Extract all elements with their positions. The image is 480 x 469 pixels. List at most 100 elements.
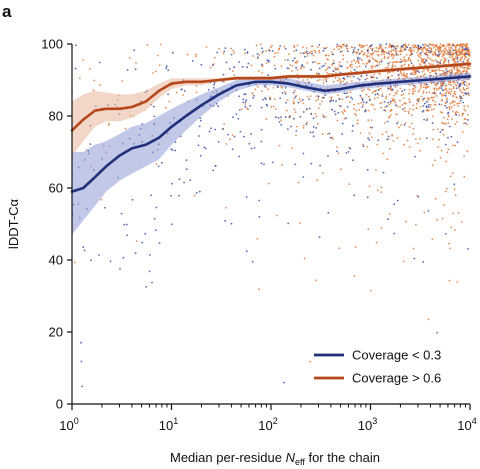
scatter-point xyxy=(199,117,202,119)
scatter-point xyxy=(455,52,457,55)
scatter-point xyxy=(423,211,426,214)
scatter-point xyxy=(99,84,101,86)
scatter-point xyxy=(195,53,198,56)
scatter-point xyxy=(467,47,470,49)
scatter-point xyxy=(405,102,407,105)
scatter-point xyxy=(260,162,263,165)
scatter-point xyxy=(412,127,415,130)
scatter-point xyxy=(390,108,393,111)
scatter-point xyxy=(92,89,95,92)
scatter-point xyxy=(199,154,202,157)
scatter-point xyxy=(386,158,389,161)
scatter-point xyxy=(369,126,372,129)
scatter-point xyxy=(222,127,224,130)
scatter-point xyxy=(454,83,457,86)
scatter-point xyxy=(305,123,308,126)
scatter-point xyxy=(295,49,298,52)
scatter-point xyxy=(269,46,272,49)
scatter-point xyxy=(465,81,467,83)
scatter-point xyxy=(368,139,371,141)
scatter-point xyxy=(445,160,447,163)
scatter-point xyxy=(324,69,327,72)
scatter-point xyxy=(232,116,234,119)
scatter-point xyxy=(350,60,353,63)
scatter-point xyxy=(356,119,359,122)
scatter-point xyxy=(395,53,398,56)
scatter-point xyxy=(278,121,281,123)
scatter-point xyxy=(288,53,290,55)
scatter-point xyxy=(411,88,414,90)
scatter-point xyxy=(217,141,220,143)
scatter-point xyxy=(295,62,298,64)
scatter-point xyxy=(319,103,321,105)
scatter-point xyxy=(233,135,236,138)
scatter-point xyxy=(377,54,380,57)
scatter-point xyxy=(365,101,368,104)
scatter-point xyxy=(381,95,384,97)
scatter-point xyxy=(403,63,406,66)
scatter-point xyxy=(454,123,457,125)
scatter-point xyxy=(334,66,336,69)
scatter-point xyxy=(462,94,465,97)
scatter-point xyxy=(434,50,437,53)
scatter-point xyxy=(396,61,398,64)
scatter-point xyxy=(442,70,445,73)
scatter-point xyxy=(283,45,286,48)
scatter-point xyxy=(431,99,434,102)
scatter-point xyxy=(466,119,469,121)
scatter-point xyxy=(164,106,167,109)
scatter-point xyxy=(460,83,463,85)
scatter-point xyxy=(314,51,317,54)
scatter-point xyxy=(427,109,430,112)
scatter-point xyxy=(416,194,419,197)
scatter-point xyxy=(395,92,398,95)
scatter-point xyxy=(398,61,401,63)
scatter-point xyxy=(417,196,420,198)
scatter-point xyxy=(380,60,383,63)
scatter-point xyxy=(450,101,453,104)
scatter-point xyxy=(161,161,163,164)
scatter-point xyxy=(165,67,168,70)
scatter-point xyxy=(446,49,448,52)
scatter-point xyxy=(264,97,266,99)
scatter-point xyxy=(415,107,418,110)
scatter-point xyxy=(391,134,394,137)
scatter-point xyxy=(315,279,317,282)
scatter-point xyxy=(461,46,464,49)
scatter-point xyxy=(458,69,461,72)
scatter-point xyxy=(386,71,389,74)
scatter-point xyxy=(381,93,384,96)
scatter-point xyxy=(443,57,446,59)
scatter-point xyxy=(332,80,335,83)
scatter-point xyxy=(153,115,156,118)
scatter-point xyxy=(134,68,137,71)
scatter-point xyxy=(155,70,157,73)
scatter-point xyxy=(417,44,419,47)
scatter-point xyxy=(461,114,464,117)
scatter-point xyxy=(428,103,430,106)
scatter-point xyxy=(440,103,443,106)
scatter-point xyxy=(178,194,180,197)
scatter-point xyxy=(278,144,281,147)
scatter-point xyxy=(468,82,471,85)
scatter-point xyxy=(351,130,354,132)
scatter-point xyxy=(171,182,173,185)
scatter-point xyxy=(368,95,370,98)
scatter-point xyxy=(447,122,450,125)
scatter-point xyxy=(334,77,337,79)
scatter-point xyxy=(448,242,450,245)
scatter-point xyxy=(442,116,445,119)
scatter-point xyxy=(268,97,271,100)
scatter-point xyxy=(244,52,247,55)
scatter-point xyxy=(336,119,339,122)
scatter-point xyxy=(340,45,343,48)
scatter-point xyxy=(394,50,397,52)
scatter-point xyxy=(423,118,425,121)
y-axis-title: lDDT-Cα xyxy=(6,198,21,249)
scatter-point xyxy=(447,59,450,62)
scatter-point xyxy=(408,145,411,148)
scatter-point xyxy=(351,66,353,69)
scatter-point xyxy=(467,248,469,250)
scatter-point xyxy=(389,102,392,104)
scatter-point xyxy=(440,87,443,89)
